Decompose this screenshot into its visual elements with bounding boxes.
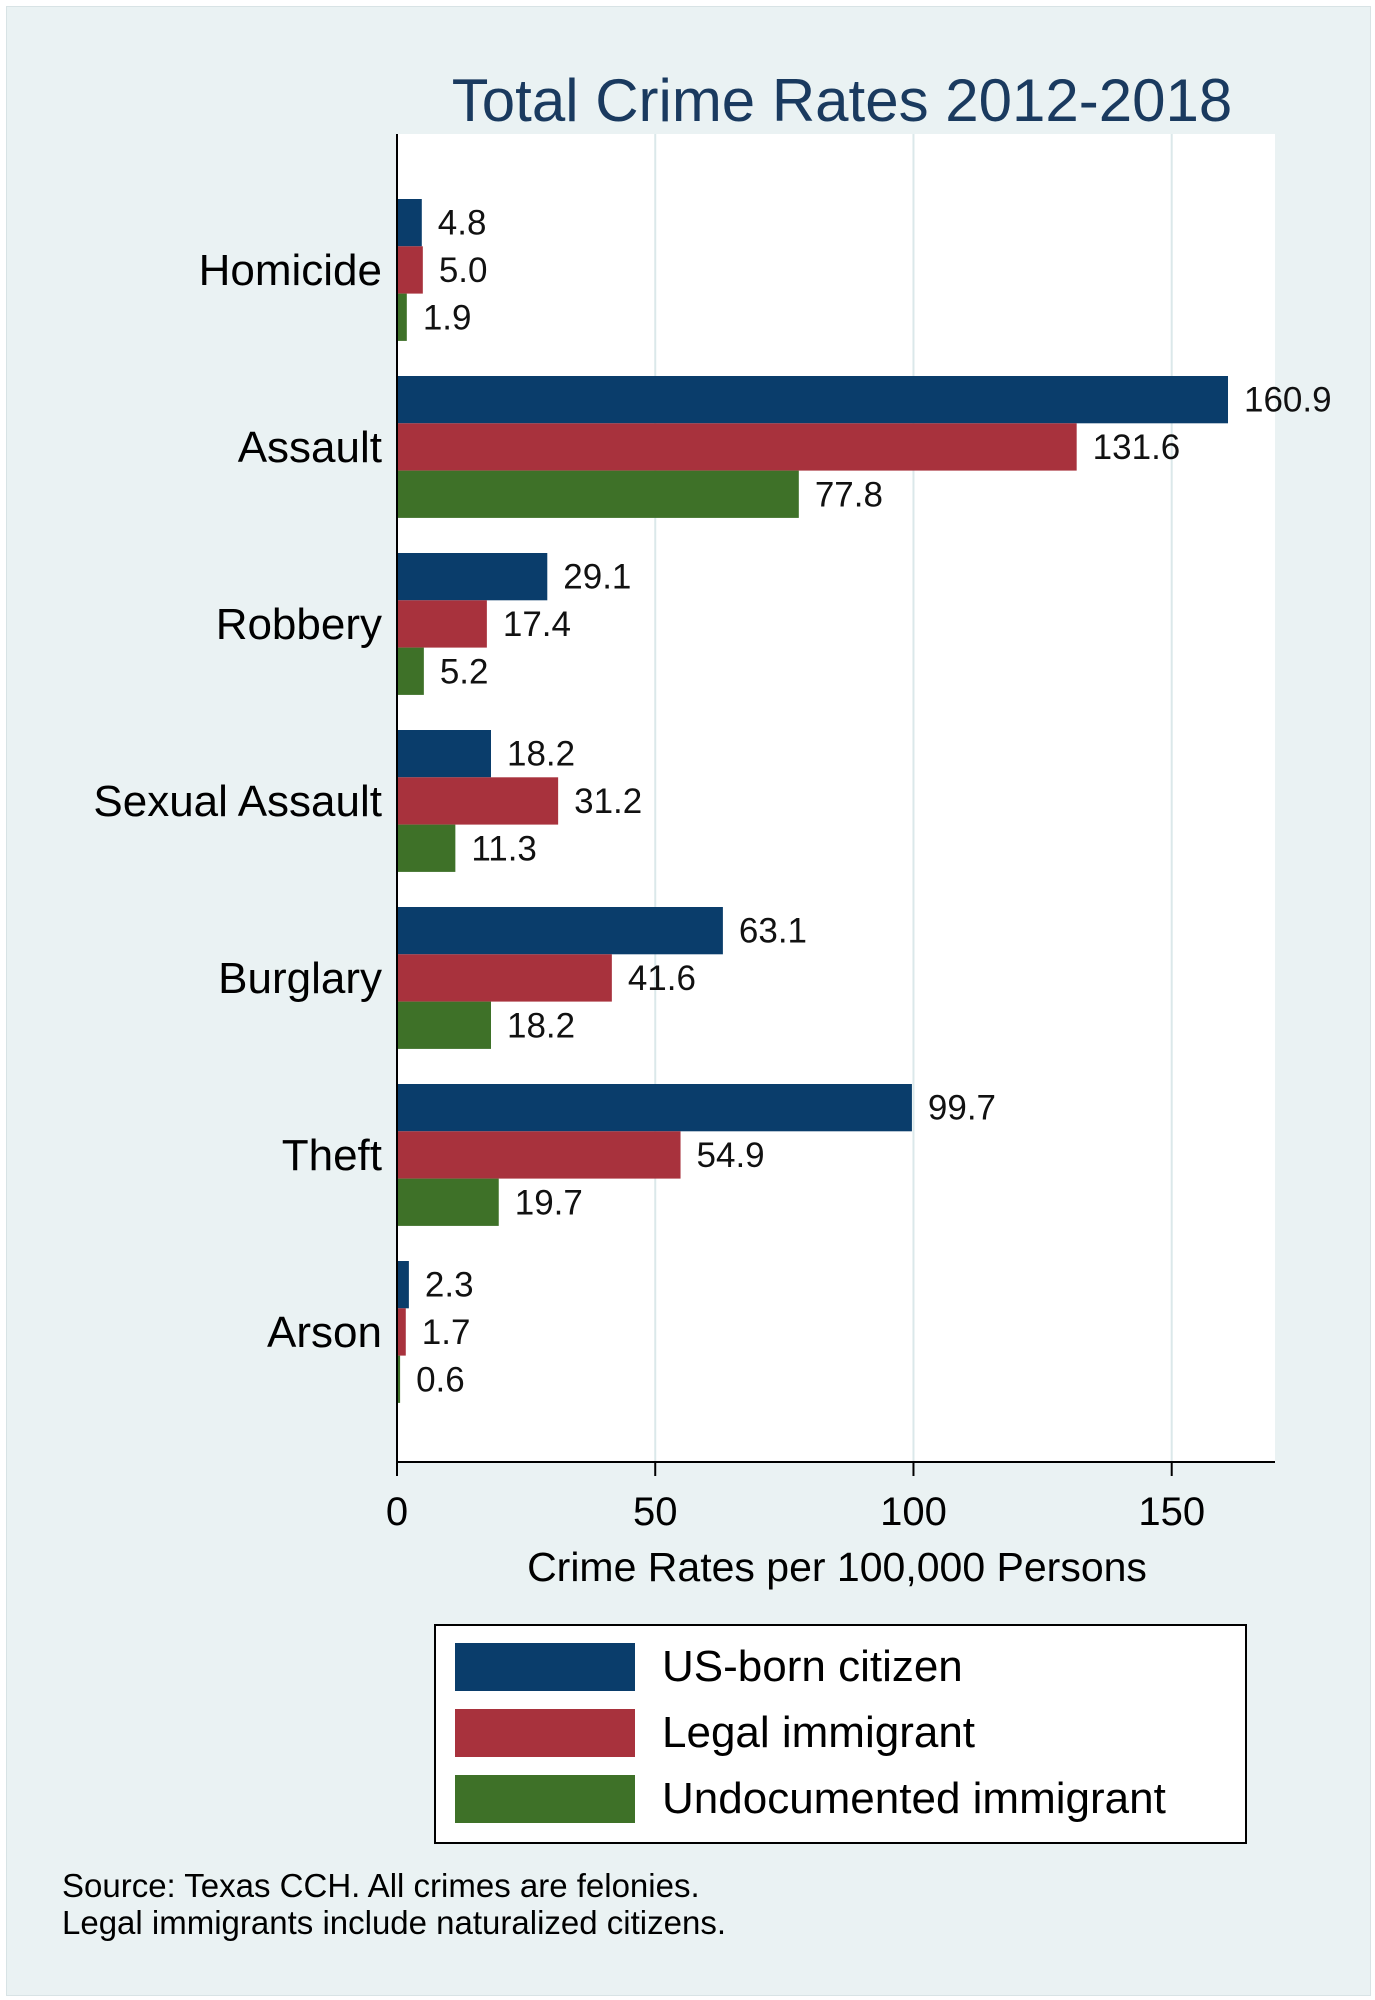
bar-sexual-assault-undocumented-immigrant (397, 824, 456, 872)
bar-theft-legal-immigrant (397, 1131, 681, 1179)
x-tick-label-50: 50 (633, 1490, 678, 1534)
value-label-arson-us-born-citizen: 2.3 (425, 1266, 474, 1305)
value-label-robbery-legal-immigrant: 17.4 (503, 605, 571, 644)
bar-homicide-legal-immigrant (397, 246, 423, 294)
bar-robbery-us-born-citizen (397, 553, 548, 601)
bar-sexual-assault-us-born-citizen (397, 730, 491, 778)
bars: Homicide 4.8 5.0 1.9 Assault 160.9 131.6 77.8 Ro… (93, 199, 1332, 1403)
bar-sexual-assault-legal-immigrant (397, 777, 559, 825)
value-label-burglary-legal-immigrant: 41.6 (628, 959, 696, 998)
value-label-assault-undocumented-immigrant: 77.8 (815, 475, 883, 514)
value-label-assault-legal-immigrant: 131.6 (1093, 428, 1181, 467)
legend-label-undocumented-immigrant: Undocumented immigrant (662, 1774, 1166, 1823)
bar-arson-us-born-citizen (397, 1261, 409, 1309)
category-label-arson: Arson (267, 1308, 382, 1357)
bar-assault-us-born-citizen (397, 376, 1229, 424)
value-label-homicide-undocumented-immigrant: 1.9 (423, 298, 472, 337)
bar-robbery-legal-immigrant (397, 600, 487, 648)
legend-swatch-us-born-citizen (455, 1643, 635, 1691)
category-label-homicide: Homicide (199, 246, 382, 295)
value-label-homicide-us-born-citizen: 4.8 (438, 204, 487, 243)
bar-theft-undocumented-immigrant (397, 1178, 499, 1226)
bar-robbery-undocumented-immigrant (397, 647, 424, 695)
category-label-burglary: Burglary (218, 954, 382, 1003)
category-label-assault: Assault (238, 423, 382, 472)
value-label-theft-legal-immigrant: 54.9 (697, 1136, 765, 1175)
value-label-robbery-undocumented-immigrant: 5.2 (440, 652, 489, 691)
bar-arson-legal-immigrant (397, 1308, 406, 1356)
x-tick-label-0: 0 (386, 1490, 408, 1534)
legend-label-us-born-citizen: US-born citizen (662, 1642, 963, 1691)
value-label-sexual-assault-us-born-citizen: 18.2 (507, 735, 575, 774)
value-label-assault-us-born-citizen: 160.9 (1244, 381, 1332, 420)
x-axis-title: Crime Rates per 100,000 Persons (527, 1544, 1147, 1590)
bar-burglary-undocumented-immigrant (397, 1001, 491, 1049)
bar-burglary-us-born-citizen (397, 907, 723, 955)
bar-homicide-us-born-citizen (397, 199, 422, 247)
chart-title: Total Crime Rates 2012-2018 (452, 67, 1232, 134)
category-label-theft: Theft (282, 1131, 382, 1180)
legend: US-born citizen Legal immigrant Undocument… (434, 1624, 1247, 1844)
value-label-robbery-us-born-citizen: 29.1 (563, 558, 631, 597)
x-tick-label-100: 100 (880, 1490, 947, 1534)
value-label-theft-undocumented-immigrant: 19.7 (515, 1183, 583, 1222)
legal-immigrant-note: Legal immigrants include naturalized cit… (62, 1904, 726, 1941)
bar-arson-undocumented-immigrant (397, 1355, 401, 1403)
value-label-arson-undocumented-immigrant: 0.6 (416, 1360, 465, 1399)
legend-swatch-undocumented-immigrant (455, 1775, 635, 1823)
legend-label-legal-immigrant: Legal immigrant (662, 1708, 975, 1757)
value-label-theft-us-born-citizen: 99.7 (928, 1089, 996, 1128)
value-label-sexual-assault-legal-immigrant: 31.2 (574, 782, 642, 821)
value-label-sexual-assault-undocumented-immigrant: 11.3 (471, 829, 537, 868)
bar-chart: Total Crime Rates 2012-2018 Homicide 4.8 5… (62, 67, 1332, 1941)
bar-theft-us-born-citizen (397, 1084, 912, 1132)
axes: 0 50 100 150 (386, 134, 1275, 1534)
gridlines (654, 134, 1173, 1462)
chart-figure: Total Crime Rates 2012-2018 Homicide 4.8 5… (6, 6, 1371, 1996)
bar-burglary-legal-immigrant (397, 954, 612, 1002)
source-note: Source: Texas CCH. All crimes are feloni… (62, 1867, 700, 1904)
value-label-arson-legal-immigrant: 1.7 (422, 1313, 471, 1352)
bar-assault-legal-immigrant (397, 423, 1077, 471)
value-label-homicide-legal-immigrant: 5.0 (439, 251, 488, 290)
category-label-sexual-assault: Sexual Assault (93, 777, 382, 826)
value-label-burglary-us-born-citizen: 63.1 (739, 912, 807, 951)
value-label-burglary-undocumented-immigrant: 18.2 (507, 1006, 575, 1045)
bar-homicide-undocumented-immigrant (397, 293, 407, 341)
legend-swatch-legal-immigrant (455, 1709, 635, 1757)
category-label-robbery: Robbery (216, 600, 382, 649)
x-tick-label-150: 150 (1138, 1490, 1205, 1534)
bar-assault-undocumented-immigrant (397, 470, 799, 518)
